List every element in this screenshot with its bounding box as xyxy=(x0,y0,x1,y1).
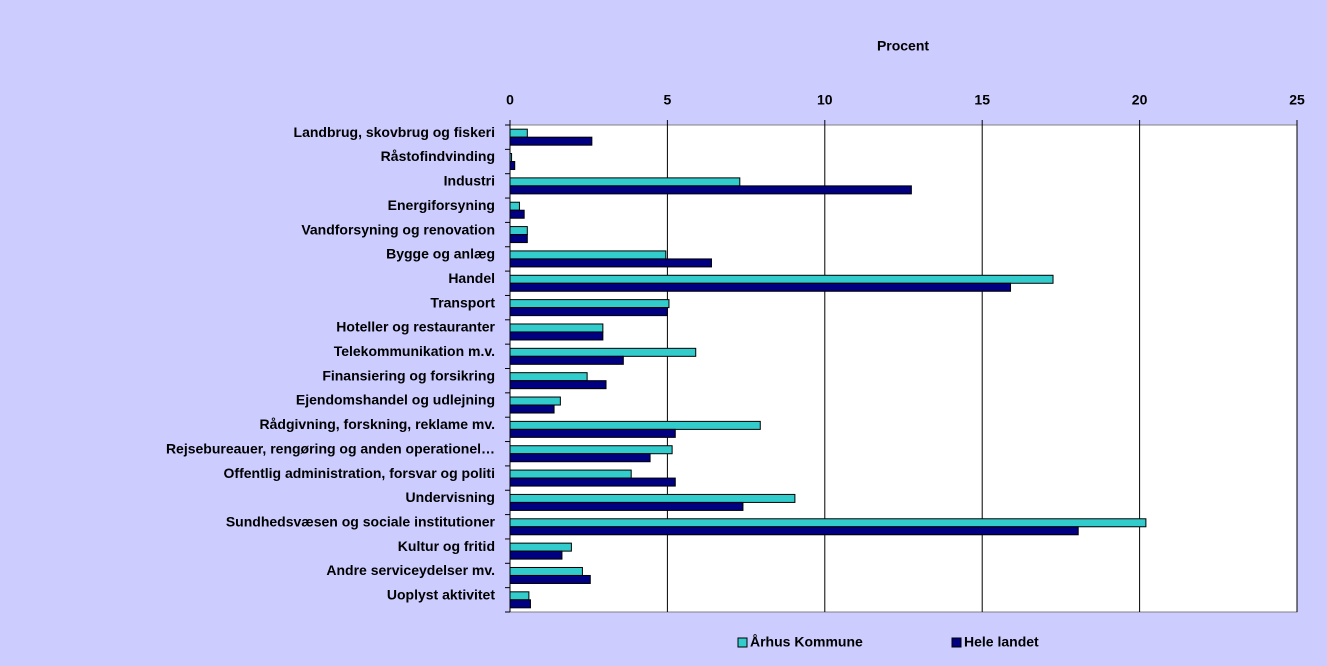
bar xyxy=(509,566,583,576)
bar xyxy=(509,469,632,479)
bar xyxy=(509,420,761,430)
bar xyxy=(509,136,593,146)
bar xyxy=(509,323,604,333)
bar xyxy=(509,331,604,341)
bar xyxy=(509,177,741,187)
y-tick-label: Uoplyst aktivitet xyxy=(387,587,495,603)
y-tick-label: Hoteller og restauranter xyxy=(336,319,495,335)
bar xyxy=(509,501,744,511)
bar xyxy=(509,355,624,365)
axis-title: Procent xyxy=(877,38,929,54)
bar xyxy=(509,128,528,138)
bar xyxy=(509,274,1054,284)
bar xyxy=(509,526,1079,536)
bar xyxy=(509,404,555,414)
y-tick-label: Sundhedsvæsen og sociale institutioner xyxy=(226,513,496,529)
y-tick-label: Bygge og anlæg xyxy=(386,246,495,262)
bar xyxy=(509,250,667,260)
bar xyxy=(509,282,1012,292)
y-tick-label: Transport xyxy=(430,294,495,310)
bar xyxy=(509,550,563,560)
bar xyxy=(509,599,531,609)
bar xyxy=(509,201,520,211)
bar xyxy=(509,299,670,309)
bar xyxy=(509,477,676,487)
bar xyxy=(509,591,530,601)
y-tick-label: Undervisning xyxy=(406,489,495,505)
bar xyxy=(509,453,651,463)
bar xyxy=(509,542,572,552)
y-tick-label: Handel xyxy=(448,270,495,286)
x-tick-label: 0 xyxy=(506,92,514,108)
legend-swatch xyxy=(737,637,748,648)
y-tick-label: Landbrug, skovbrug og fiskeri xyxy=(294,124,495,140)
y-tick-label: Industri xyxy=(444,173,495,189)
bar xyxy=(509,234,528,244)
bar xyxy=(509,258,712,268)
y-tick-label: Ejendomshandel og udlejning xyxy=(296,392,495,408)
bar xyxy=(509,380,607,390)
x-tick-label: 25 xyxy=(1289,92,1305,108)
bar xyxy=(509,372,588,382)
y-tick-label: Andre serviceydelser mv. xyxy=(326,562,495,578)
y-tick-label: Offentlig administration, forsvar og pol… xyxy=(224,465,495,481)
bar xyxy=(509,428,676,438)
legend-swatch xyxy=(951,637,962,648)
bar xyxy=(509,396,561,406)
bar xyxy=(509,153,513,163)
y-tick-label: Energiforsyning xyxy=(388,197,495,213)
y-tick-label: Rejsebureauer, rengøring og anden operat… xyxy=(166,440,495,456)
bar xyxy=(509,518,1147,528)
y-tick-label: Vandforsyning og renovation xyxy=(301,221,495,237)
y-tick-label: Råstofindvinding xyxy=(381,148,495,164)
bar xyxy=(509,574,591,584)
y-tick-label: Kultur og fritid xyxy=(398,538,495,554)
plot-area xyxy=(509,124,1298,613)
bar xyxy=(509,226,528,236)
x-tick-label: 15 xyxy=(974,92,990,108)
x-tick-label: 5 xyxy=(664,92,672,108)
legend-label: Århus Kommune xyxy=(750,634,863,650)
bar xyxy=(509,347,697,357)
y-tick-label: Telekommunikation m.v. xyxy=(334,343,495,359)
y-tick-label: Finansiering og forsikring xyxy=(322,367,495,383)
bar xyxy=(509,209,525,219)
bar xyxy=(509,161,516,171)
bar xyxy=(509,493,796,503)
y-tick-label: Rådgivning, forskning, reklame mv. xyxy=(260,416,495,432)
x-tick-label: 20 xyxy=(1132,92,1148,108)
bar xyxy=(509,185,912,195)
bar xyxy=(509,445,673,455)
bar xyxy=(509,307,668,317)
legend-label: Hele landet xyxy=(964,634,1039,650)
x-tick-label: 10 xyxy=(817,92,833,108)
